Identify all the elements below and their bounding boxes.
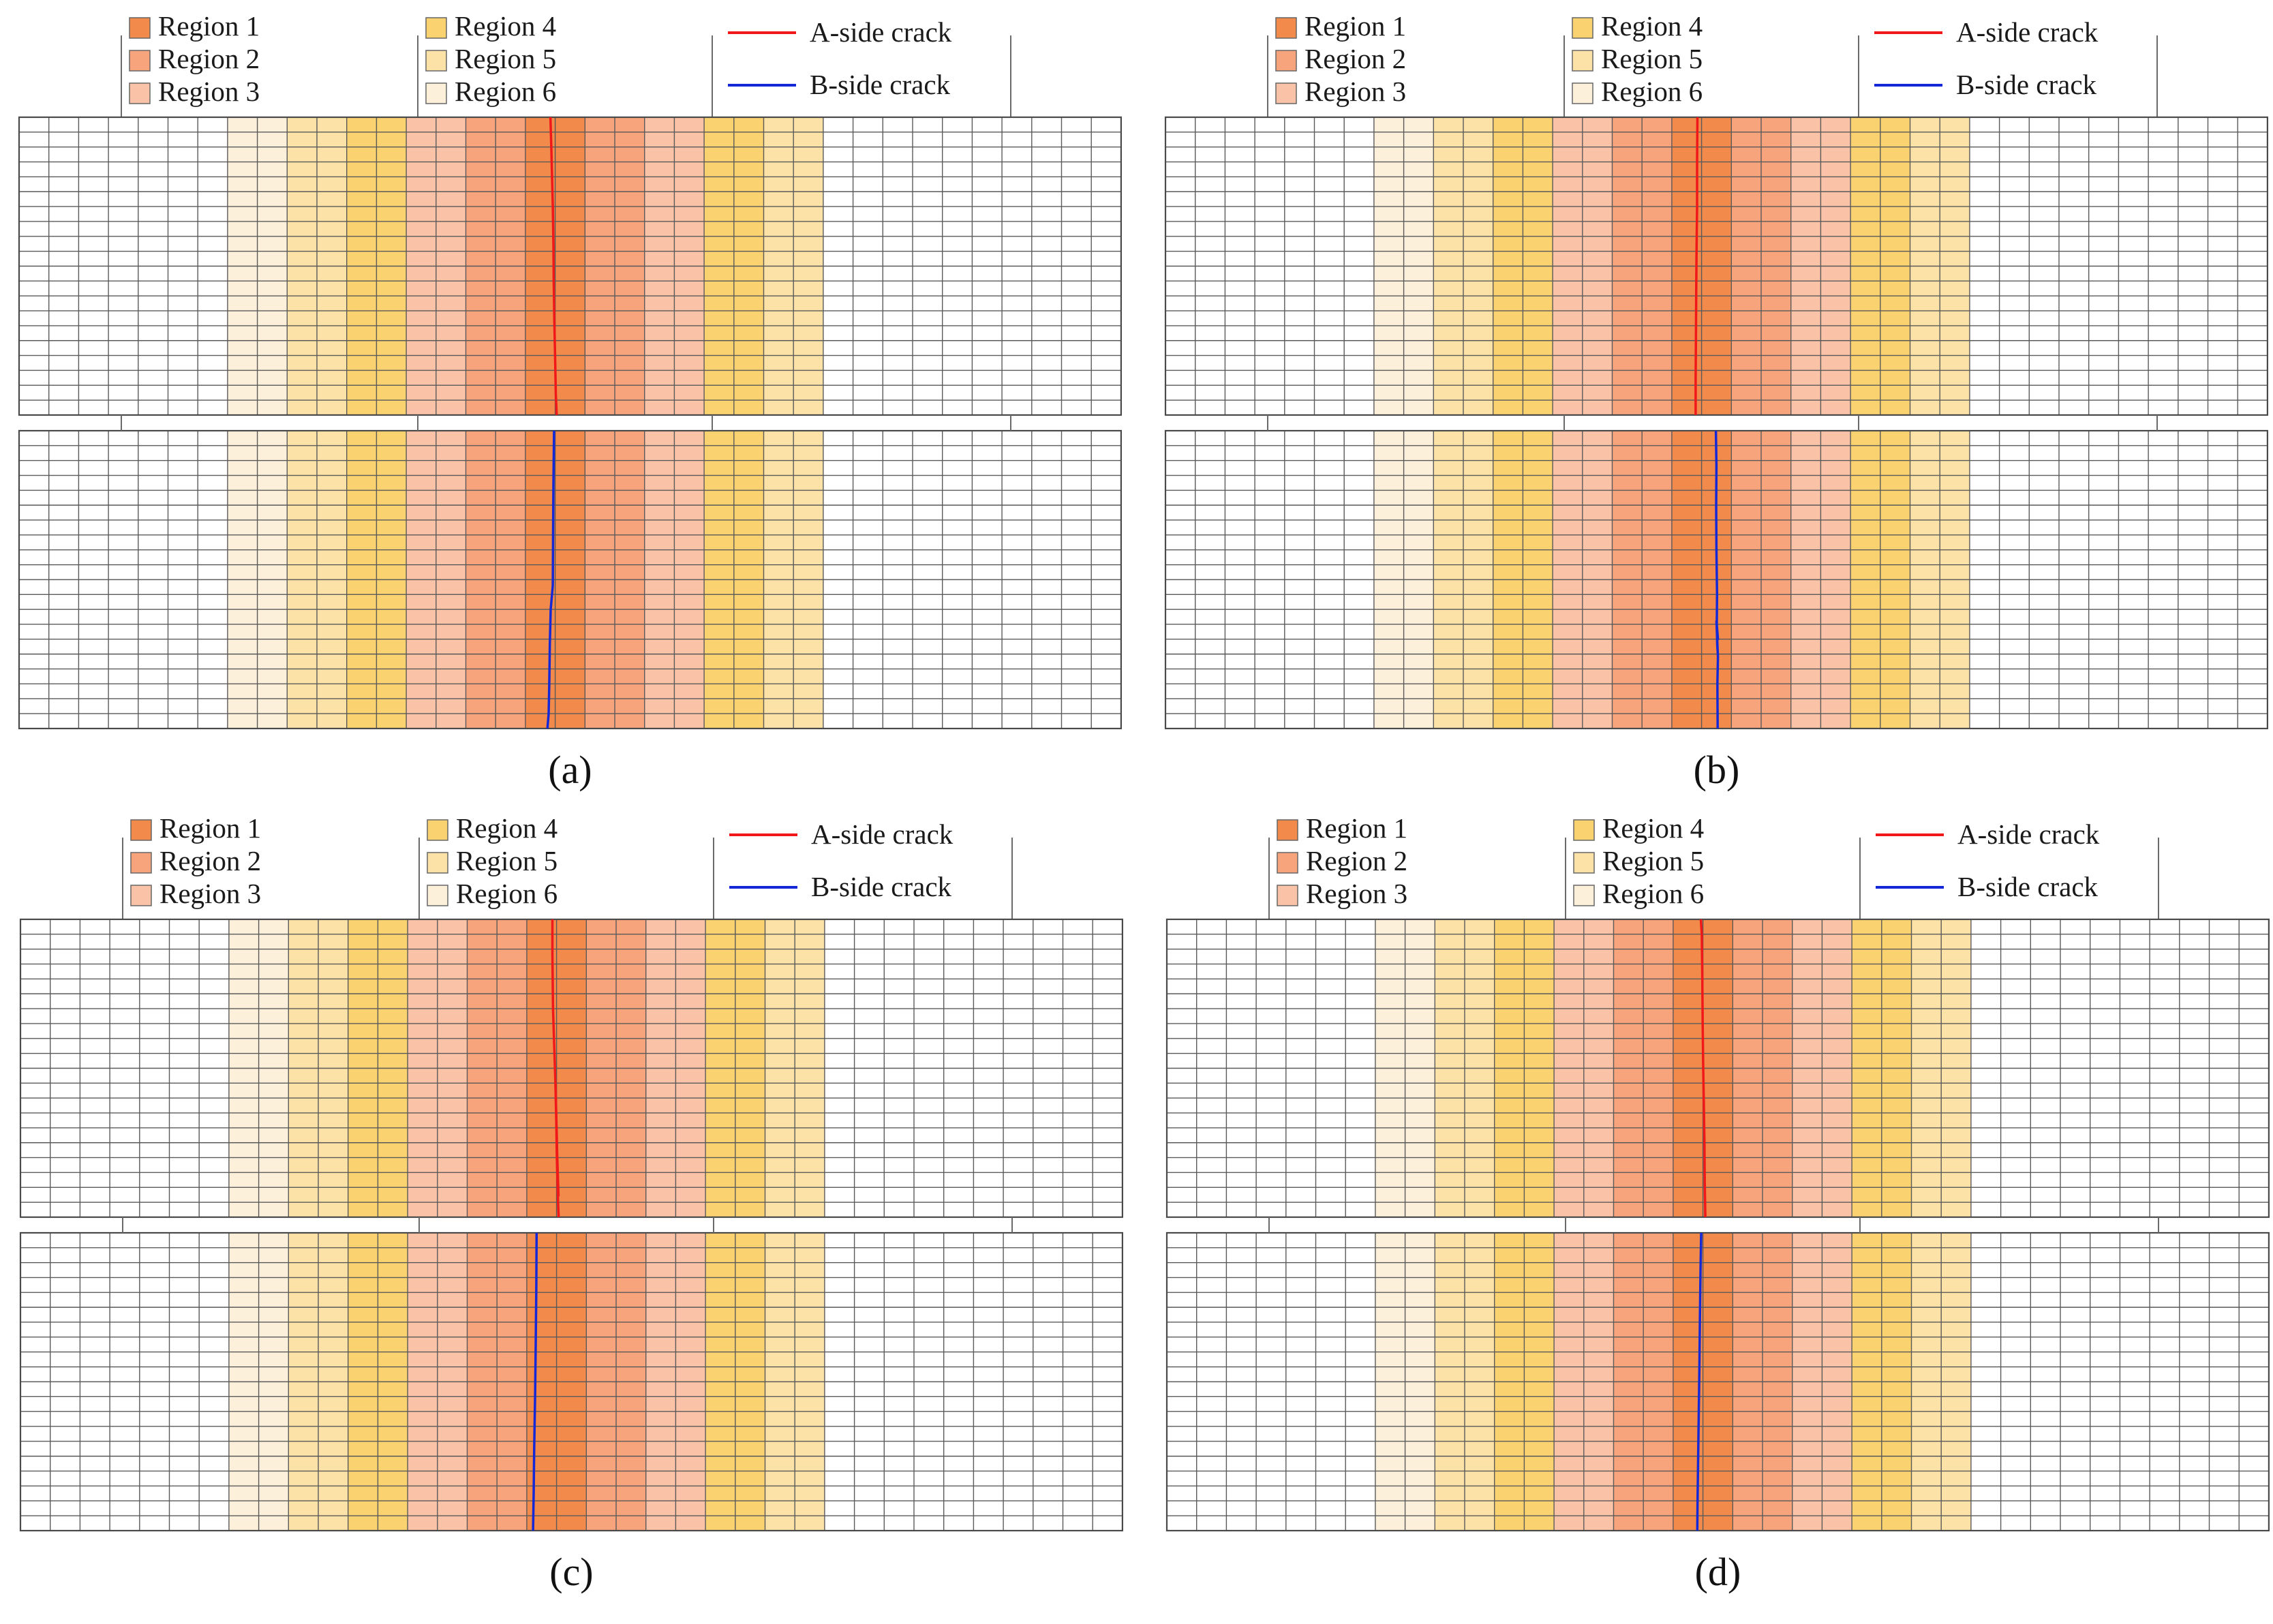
legend-label-region-6: Region 6 — [455, 76, 556, 107]
legend-label-region-5: Region 5 — [1602, 845, 1704, 876]
a-side-crack-path — [1694, 117, 1699, 415]
legend-label-region-1: Region 1 — [158, 10, 260, 42]
legend-swatch-region-3 — [130, 885, 152, 906]
legend-label-region-3: Region 3 — [159, 878, 261, 909]
legend-label-region-6: Region 6 — [1602, 878, 1704, 909]
legend-swatch-region-3 — [1275, 82, 1297, 104]
legend-label-region-1: Region 1 — [1305, 10, 1406, 42]
legend-label-region-2: Region 2 — [159, 845, 261, 876]
grid-outline — [1165, 1231, 2270, 1532]
legend-label-region-5: Region 5 — [455, 43, 556, 74]
legend-swatch-region-2 — [1275, 50, 1297, 72]
legend-label-region-4: Region 4 — [455, 10, 556, 42]
grid-strip-a-side — [1165, 918, 2270, 1219]
legend-label-b-side-crack: B-side crack — [1957, 871, 2099, 902]
a-side-crack-branch — [554, 1083, 560, 1197]
b-side-crack-path — [532, 1232, 538, 1531]
legend-label-b-side-crack: B-side crack — [810, 69, 951, 100]
panel-label: (b) — [1694, 748, 1740, 792]
legend-label-region-3: Region 3 — [1305, 76, 1406, 107]
legend-swatch-region-1 — [130, 819, 152, 841]
legend-swatch-region-5 — [1572, 50, 1593, 72]
legend-label-region-4: Region 4 — [1602, 812, 1704, 844]
grid-outline — [1165, 918, 2270, 1219]
grid-outline — [19, 1231, 1124, 1532]
grid-outline — [18, 116, 1123, 416]
b-side-crack-branch — [1715, 624, 1720, 658]
legend-swatch-region-4 — [1572, 17, 1593, 39]
legend-swatch-region-4 — [1573, 819, 1595, 841]
legend-label-region-1: Region 1 — [1306, 812, 1407, 844]
panel-label: (a) — [548, 748, 592, 792]
legend-label-region-5: Region 5 — [456, 845, 558, 876]
b-side-crack-path — [546, 430, 555, 729]
legend-label-a-side-crack: A-side crack — [1956, 16, 2099, 48]
legend-swatch-region-4 — [425, 17, 447, 39]
grid-strip-a-side — [19, 918, 1124, 1219]
legend-label-region-6: Region 6 — [1601, 76, 1703, 107]
legend-swatch-region-3 — [129, 82, 151, 104]
legend-swatch-region-1 — [129, 17, 151, 39]
legend-label-region-5: Region 5 — [1601, 43, 1703, 74]
legend-swatch-region-6 — [425, 82, 447, 104]
legend-label-region-2: Region 2 — [1305, 43, 1406, 74]
grid-outline — [18, 429, 1123, 730]
legend-label-region-3: Region 3 — [158, 76, 260, 107]
grid-strip-b-side — [1165, 1231, 2270, 1532]
legend-swatch-region-4 — [427, 819, 448, 841]
a-side-crack-path — [1699, 919, 1707, 1218]
legend-swatch-region-5 — [427, 852, 448, 874]
panel-label: (d) — [1695, 1550, 1741, 1594]
legend-swatch-region-1 — [1275, 17, 1297, 39]
legend-label-a-side-crack: A-side crack — [810, 16, 952, 48]
legend-label-b-side-crack: B-side crack — [811, 871, 952, 902]
legend-swatch-region-5 — [1573, 852, 1595, 874]
legend-label-region-3: Region 3 — [1306, 878, 1407, 909]
legend-label-region-1: Region 1 — [159, 812, 261, 844]
legend-swatch-region-2 — [130, 852, 152, 874]
grid-outline — [1164, 116, 2269, 416]
grid-strip-a-side — [1164, 116, 2269, 416]
legend-label-region-2: Region 2 — [1306, 845, 1407, 876]
legend-swatch-region-6 — [427, 885, 448, 906]
legend-label-region-4: Region 4 — [456, 812, 558, 844]
grid-strip-b-side — [18, 429, 1123, 730]
grid-strip-a-side — [18, 116, 1123, 416]
legend-swatch-region-6 — [1573, 885, 1595, 906]
legend-label-a-side-crack: A-side crack — [811, 818, 954, 850]
legend-label-b-side-crack: B-side crack — [1956, 69, 2097, 100]
legend-swatch-region-3 — [1277, 885, 1298, 906]
a-side-crack-path — [549, 117, 558, 416]
grid-strip-b-side — [19, 1231, 1124, 1532]
grid-outline — [19, 918, 1124, 1219]
legend-label-region-4: Region 4 — [1601, 10, 1703, 42]
legend-label-region-2: Region 2 — [158, 43, 260, 74]
panel-label: (c) — [549, 1550, 593, 1594]
legend-swatch-region-1 — [1277, 819, 1298, 841]
legend-label-a-side-crack: A-side crack — [1957, 818, 2100, 850]
legend-swatch-region-6 — [1572, 82, 1593, 104]
legend-swatch-region-2 — [1277, 852, 1298, 874]
legend-swatch-region-2 — [129, 50, 151, 72]
b-side-crack-path — [1696, 1232, 1703, 1531]
legend-swatch-region-5 — [425, 50, 447, 72]
legend-label-region-6: Region 6 — [456, 878, 558, 909]
